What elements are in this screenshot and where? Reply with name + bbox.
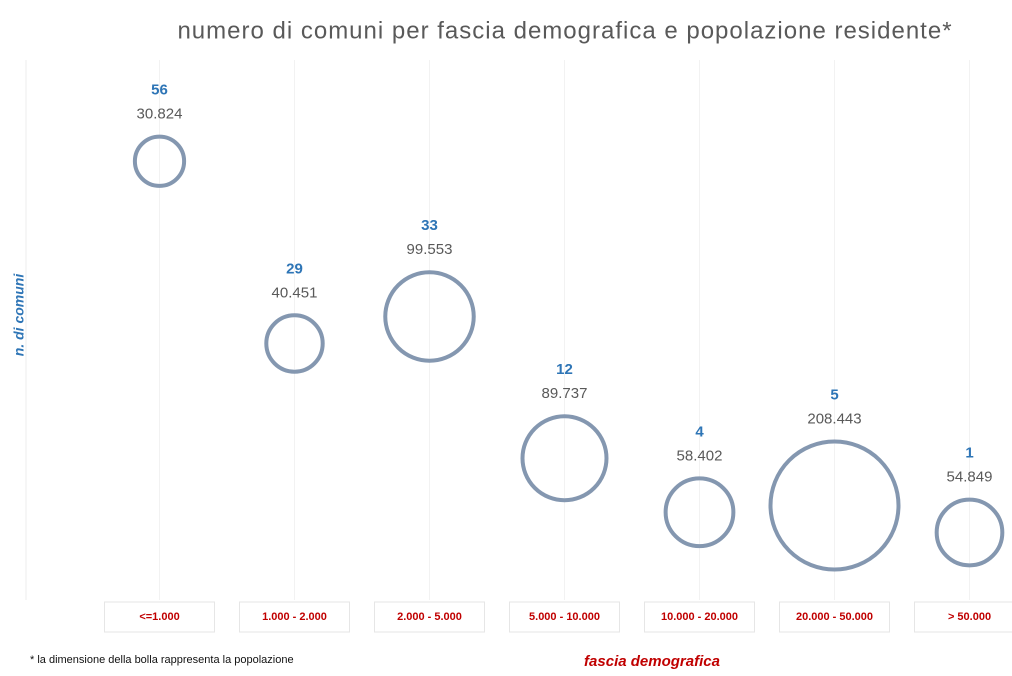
category-box (374, 601, 485, 633)
population-label: 30.824 (137, 106, 183, 123)
bubble (520, 414, 609, 503)
chart-title: numero di comuni per fascia demografica … (177, 17, 952, 44)
x-axis-label: fascia demografica (584, 653, 720, 670)
x-tick-label: 10.000 - 20.000 (661, 611, 738, 623)
population-label: 99.553 (407, 241, 453, 258)
category-box (509, 601, 620, 633)
population-label: 208.443 (807, 410, 861, 427)
category-box (644, 601, 755, 633)
population-label: 58.402 (677, 447, 723, 464)
count-label: 12 (556, 361, 573, 378)
x-tick-label: 1.000 - 2.000 (262, 611, 327, 623)
population-label: 89.737 (542, 385, 588, 402)
count-label: 1 (965, 445, 973, 462)
count-label: 4 (695, 423, 704, 440)
category-box (914, 601, 1012, 633)
bubble (934, 497, 1005, 568)
x-tick-label: 5.000 - 10.000 (529, 611, 600, 623)
y-axis-label: n. di comuni (11, 273, 27, 357)
population-label: 40.451 (272, 284, 318, 301)
bubble (663, 476, 736, 549)
count-label: 56 (151, 82, 168, 99)
category-box (239, 601, 350, 633)
bubble (383, 270, 476, 363)
x-tick-label: 20.000 - 50.000 (796, 611, 873, 623)
count-label: 33 (421, 217, 438, 234)
count-label: 5 (830, 386, 838, 403)
x-tick-label: > 50.000 (948, 611, 991, 623)
bubble (132, 134, 187, 188)
bubble (768, 439, 901, 572)
x-tick-label: 2.000 - 5.000 (397, 611, 462, 623)
population-label: 54.849 (947, 469, 993, 486)
category-box (779, 601, 890, 633)
footnote: * la dimensione della bolla rappresenta … (30, 654, 294, 666)
x-tick-label: <=1.000 (139, 611, 179, 623)
count-label: 29 (286, 260, 303, 277)
category-box (104, 601, 215, 633)
bubble (264, 313, 325, 374)
